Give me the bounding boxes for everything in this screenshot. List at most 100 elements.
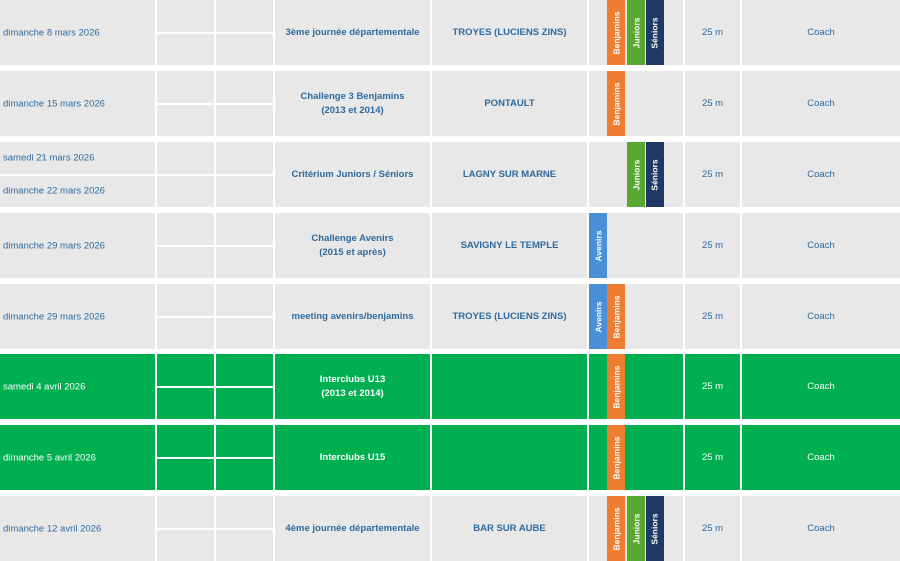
date-text: samedi 4 avril 2026: [3, 381, 86, 392]
event-cell: Critérium Juniors / Séniors: [275, 142, 430, 207]
category-badge-benjamins: Benjamins: [607, 496, 625, 561]
event-cell: 3ème journée départementale: [275, 0, 430, 65]
categories-cell: Juniors Séniors: [589, 142, 683, 207]
event-name: Challenge 3 Benjamins (2013 et 2014): [300, 90, 405, 116]
category-badge-seniors: Séniors: [646, 496, 664, 561]
place-cell: [432, 354, 587, 419]
table-row: dimanche 8 mars 2026 3ème journée départ…: [0, 0, 900, 65]
empty-cell: [216, 284, 273, 349]
category-badge-benjamins: Benjamins: [607, 354, 625, 419]
pool-cell: 25 m: [685, 354, 740, 419]
pool-length: 25 m: [701, 381, 724, 392]
category-badge-benjamins: Benjamins: [607, 71, 625, 136]
place-cell: PONTAULT: [432, 71, 587, 136]
date-text: dimanche 8 mars 2026: [3, 27, 100, 38]
table-row: dimanche 29 mars 2026 meeting avenirs/be…: [0, 284, 900, 349]
category-badge-avenirs: Avenirs: [589, 213, 607, 278]
date-cell: samedi 21 mars 2026 dimanche 22 mars 202…: [0, 142, 155, 207]
place-cell: LAGNY SUR MARNE: [432, 142, 587, 207]
category-badge-seniors: Séniors: [646, 142, 664, 207]
pool-cell: 25 m: [685, 284, 740, 349]
pool-cell: 25 m: [685, 496, 740, 561]
coach-label: Coach: [807, 98, 835, 109]
place-name: SAVIGNY LE TEMPLE: [460, 239, 559, 251]
place-name: PONTAULT: [484, 97, 535, 109]
place-name: TROYES (LUCIENS ZINS): [452, 26, 567, 38]
place-name: [432, 425, 587, 490]
coach-cell: Coach: [742, 496, 900, 561]
categories-cell: Benjamins: [589, 71, 683, 136]
empty-cell: [216, 496, 273, 561]
coach-label: Coach: [807, 523, 835, 534]
coach-cell: Coach: [742, 71, 900, 136]
event-cell: meeting avenirs/benjamins: [275, 284, 430, 349]
categories-cell: Benjamins: [589, 354, 683, 419]
event-name: Interclubs U13 (2013 et 2014): [319, 373, 386, 399]
empty-cell: [216, 213, 273, 278]
event-cell: Challenge Avenirs (2015 et après): [275, 213, 430, 278]
place-name: BAR SUR AUBE: [473, 522, 546, 534]
table-row: samedi 21 mars 2026 dimanche 22 mars 202…: [0, 142, 900, 207]
coach-cell: Coach: [742, 142, 900, 207]
place-name: TROYES (LUCIENS ZINS): [452, 310, 567, 322]
empty-cell: [157, 354, 214, 419]
date-text: dimanche 5 avril 2026: [3, 452, 96, 463]
event-cell: Interclubs U15: [275, 425, 430, 490]
coach-cell: Coach: [742, 213, 900, 278]
table-row-highlighted: dimanche 5 avril 2026 Interclubs U15 Ben…: [0, 425, 900, 490]
categories-cell: Benjamins Juniors Séniors: [589, 496, 683, 561]
category-badge-benjamins: Benjamins: [607, 425, 625, 490]
category-badge-benjamins: Benjamins: [607, 0, 625, 65]
empty-cell: [216, 0, 273, 65]
pool-length: 25 m: [701, 169, 724, 180]
date-cell: dimanche 29 mars 2026: [0, 284, 155, 349]
event-name: Challenge Avenirs (2015 et après): [311, 232, 394, 258]
pool-length: 25 m: [701, 240, 724, 251]
event-cell: Challenge 3 Benjamins (2013 et 2014): [275, 71, 430, 136]
empty-cell: [157, 496, 214, 561]
empty-cell: [216, 425, 273, 490]
pool-cell: 25 m: [685, 0, 740, 65]
category-badge-avenirs: Avenirs: [589, 284, 607, 349]
place-cell: TROYES (LUCIENS ZINS): [432, 284, 587, 349]
event-name: 3ème journée départementale: [285, 26, 420, 38]
empty-cell: [157, 213, 214, 278]
date-text: dimanche 22 mars 2026: [3, 185, 105, 197]
categories-cell: Benjamins Juniors Séniors: [589, 0, 683, 65]
categories-cell: Avenirs: [589, 213, 683, 278]
empty-cell: [216, 71, 273, 136]
empty-cell: [157, 142, 214, 207]
coach-label: Coach: [807, 240, 835, 251]
date-cell: dimanche 5 avril 2026: [0, 425, 155, 490]
pool-cell: 25 m: [685, 71, 740, 136]
empty-cell: [216, 354, 273, 419]
pool-length: 25 m: [701, 27, 724, 38]
date-cell: dimanche 8 mars 2026: [0, 0, 155, 65]
category-badge-juniors: Juniors: [627, 142, 645, 207]
place-cell: SAVIGNY LE TEMPLE: [432, 213, 587, 278]
event-name: 4ème journée départementale: [285, 522, 420, 534]
category-badge-juniors: Juniors: [627, 0, 645, 65]
event-name: meeting avenirs/benjamins: [291, 310, 414, 322]
date-cell: dimanche 29 mars 2026: [0, 213, 155, 278]
place-cell: [432, 425, 587, 490]
coach-label: Coach: [807, 169, 835, 180]
category-badge-benjamins: Benjamins: [607, 284, 625, 349]
pool-length: 25 m: [701, 452, 724, 463]
empty-cell: [157, 0, 214, 65]
place-cell: TROYES (LUCIENS ZINS): [432, 0, 587, 65]
date-text: dimanche 29 mars 2026: [3, 240, 105, 251]
event-cell: 4ème journée départementale: [275, 496, 430, 561]
event-name: Critérium Juniors / Séniors: [291, 168, 414, 180]
coach-cell: Coach: [742, 425, 900, 490]
coach-cell: Coach: [742, 284, 900, 349]
date-text: dimanche 12 avril 2026: [3, 523, 102, 534]
pool-length: 25 m: [701, 311, 724, 322]
categories-cell: Benjamins: [589, 425, 683, 490]
empty-cell: [157, 425, 214, 490]
empty-cell: [157, 284, 214, 349]
event-name: Interclubs U15: [319, 451, 386, 463]
table-row: dimanche 15 mars 2026 Challenge 3 Benjam…: [0, 71, 900, 136]
event-cell: Interclubs U13 (2013 et 2014): [275, 354, 430, 419]
